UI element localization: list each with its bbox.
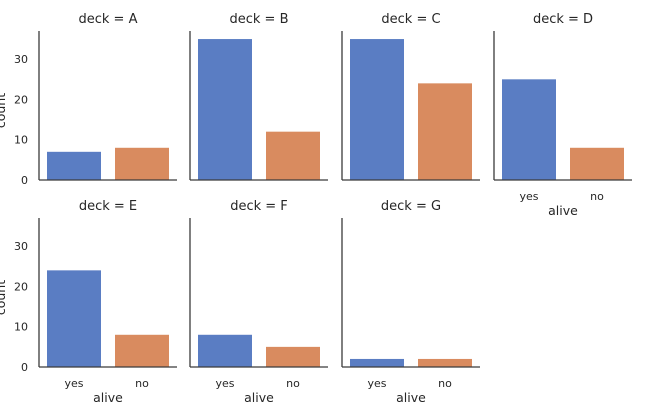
panel-title: deck = E [79,199,137,214]
panel-title: deck = C [381,12,440,27]
panel-title: deck = G [381,199,441,214]
bar-no [418,358,472,367]
bar-yes [502,79,556,180]
x-axis-label: alive [93,390,123,404]
bar-yes [198,39,252,181]
y-tick-label: 20 [14,280,28,293]
y-tick-label: 30 [14,240,28,253]
panel-title: deck = D [533,12,593,27]
x-axis-label: alive [548,203,578,218]
x-tick-label: no [286,377,300,390]
y-axis-label: count [0,280,8,315]
x-tick-label: yes [215,377,234,390]
x-axis-label: alive [396,390,426,404]
bar-yes [350,39,404,181]
x-tick-label: yes [367,377,386,390]
bar-yes [47,270,101,367]
bar-no [266,131,320,180]
panel-title: deck = B [229,12,288,27]
y-axis-label: count [0,93,8,128]
y-tick-label: 0 [21,361,28,374]
y-tick-label: 20 [14,93,28,106]
x-tick-label: no [135,377,149,390]
bar-yes [47,151,101,180]
bar-yes [350,358,404,367]
x-tick-label: no [438,377,452,390]
x-tick-label: yes [519,190,538,203]
bar-no [418,83,472,180]
bar-yes [198,334,252,367]
bar-no [115,147,169,180]
panel-title: deck = A [79,12,138,27]
panel-title: deck = F [230,199,288,214]
y-tick-label: 30 [14,53,28,66]
bar-no [266,346,320,367]
x-axis-label: alive [244,390,274,404]
y-tick-label: 0 [21,174,28,187]
bar-no [115,334,169,367]
bar-no [570,147,624,180]
y-tick-label: 10 [14,134,28,147]
x-tick-label: no [590,190,604,203]
y-tick-label: 10 [14,321,28,334]
x-tick-label: yes [64,377,83,390]
